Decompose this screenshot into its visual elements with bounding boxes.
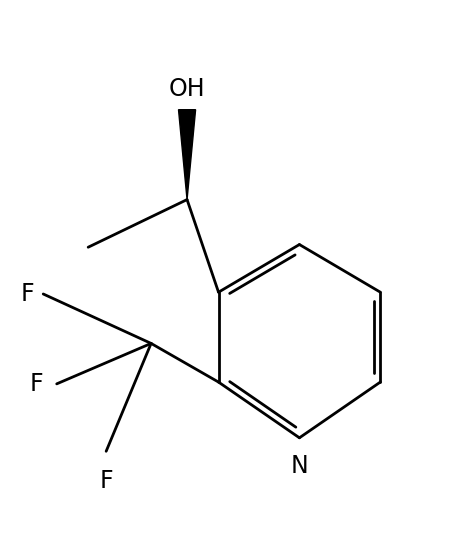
Text: F: F — [99, 469, 113, 493]
Polygon shape — [178, 110, 195, 200]
Text: N: N — [290, 454, 307, 478]
Text: OH: OH — [169, 77, 205, 100]
Text: F: F — [30, 372, 43, 396]
Text: F: F — [20, 282, 34, 306]
